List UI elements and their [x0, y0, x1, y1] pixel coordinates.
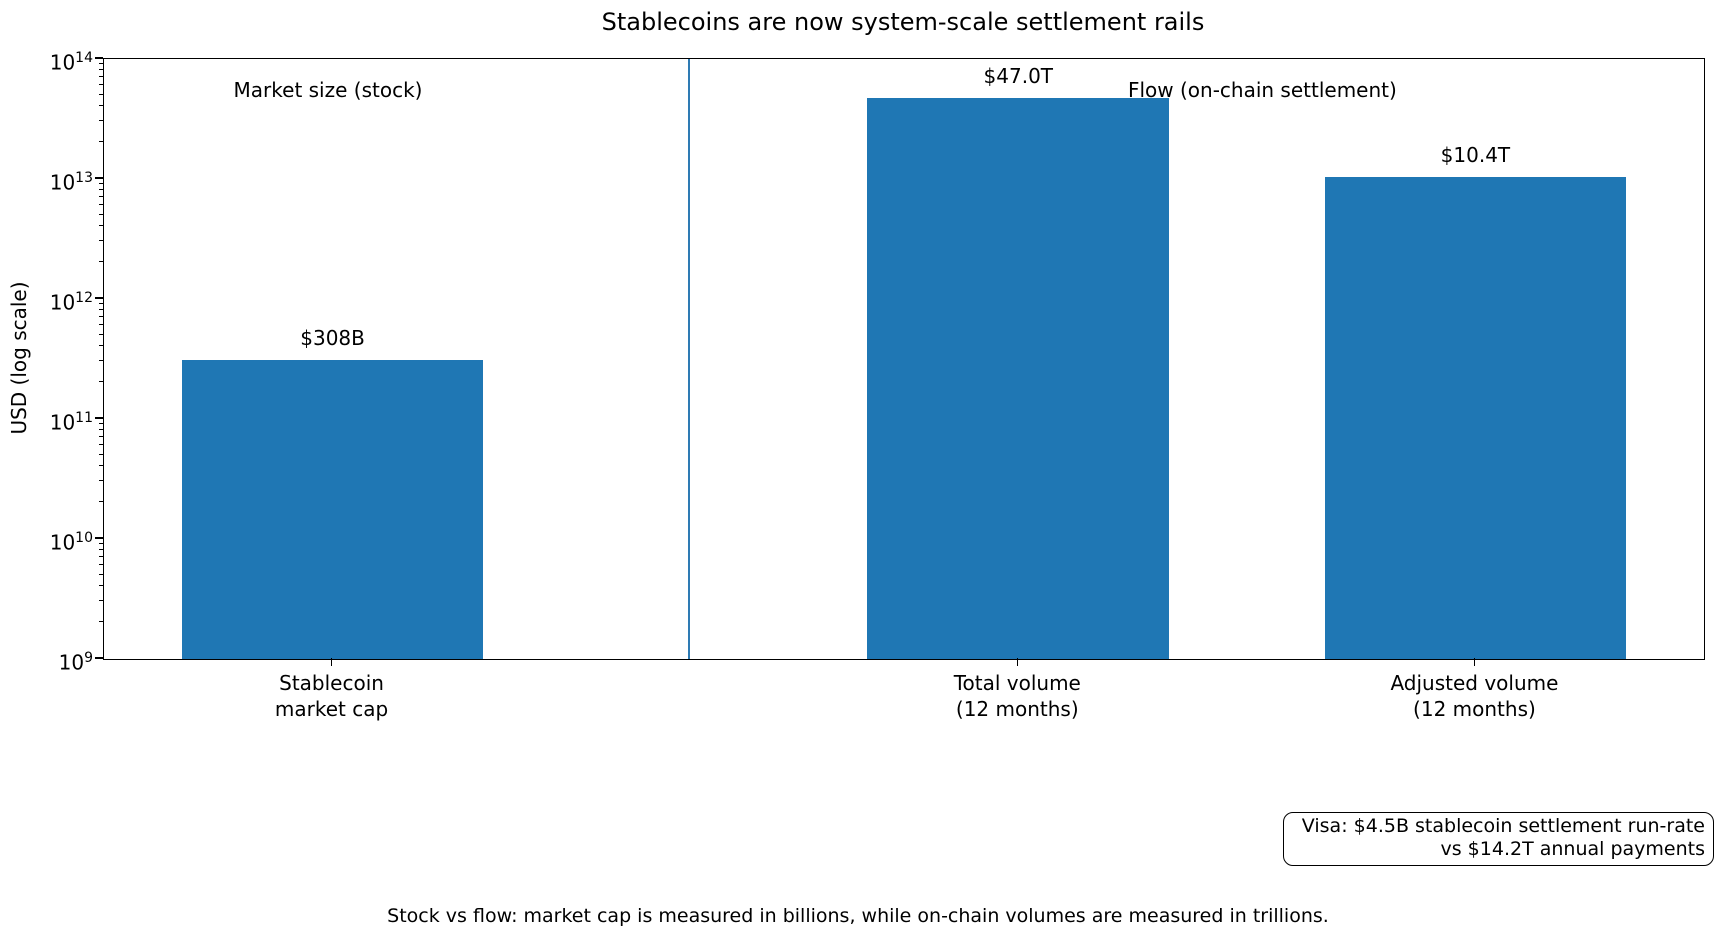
visa-comparison-annotation: Visa: $4.5B stablecoin settlement run-ra…	[1283, 812, 1714, 866]
y-minor-tick-mark	[98, 213, 103, 215]
x-tick-mark	[1473, 658, 1476, 666]
y-minor-tick-mark	[98, 501, 103, 503]
y-minor-tick-mark	[98, 345, 103, 347]
stock-flow-divider-line	[687, 59, 691, 659]
y-minor-tick-mark	[98, 204, 103, 206]
x-tick-label-line: (12 months)	[955, 697, 1079, 721]
y-minor-tick-mark	[98, 453, 103, 455]
y-tick-label: 1012	[49, 290, 93, 315]
section-label-2: Flow (on-chain settlement)	[1127, 78, 1397, 102]
bar-1	[181, 360, 484, 659]
y-minor-tick-mark	[98, 333, 103, 335]
x-tick-label-line: Total volume	[953, 671, 1081, 695]
y-minor-tick-mark	[98, 621, 103, 623]
y-minor-tick-mark	[98, 422, 103, 424]
y-minor-tick-mark	[98, 429, 103, 431]
chart-title: Stablecoins are now system-scale settlem…	[601, 8, 1205, 36]
y-minor-tick-mark	[98, 444, 103, 446]
y-minor-tick-mark	[98, 189, 103, 191]
figure-caption: Stock vs flow: market cap is measured in…	[387, 905, 1329, 927]
y-minor-tick-mark	[98, 360, 103, 362]
y-minor-tick-mark	[98, 105, 103, 107]
y-minor-tick-mark	[98, 141, 103, 143]
annotation-line-1: Visa: $4.5B stablecoin settlement run-ra…	[1301, 815, 1705, 837]
x-tick-mark	[330, 658, 333, 666]
y-minor-tick-mark	[98, 69, 103, 71]
bar-3	[1324, 176, 1627, 659]
x-tick-label-line: market cap	[274, 697, 389, 721]
y-minor-tick-mark	[98, 309, 103, 311]
y-tick-label: 1013	[49, 170, 93, 195]
y-minor-tick-mark	[98, 549, 103, 551]
y-tick-label: 109	[58, 650, 93, 675]
y-minor-tick-mark	[98, 84, 103, 86]
y-minor-tick-mark	[98, 316, 103, 318]
annotation-line-2: vs $14.2T annual payments	[1440, 838, 1706, 860]
y-minor-tick-mark	[98, 600, 103, 602]
y-minor-tick-mark	[98, 93, 103, 95]
bar-value-label: $47.0T	[983, 64, 1054, 89]
y-minor-tick-mark	[98, 480, 103, 482]
bar-2	[867, 98, 1170, 659]
y-minor-tick-mark	[98, 76, 103, 78]
plot-area: $308B $47.0T $10.4T Market size (stock) Flow…	[103, 58, 1705, 660]
y-minor-tick-mark	[98, 182, 103, 184]
x-tick-label: Adjusted volume (12 months)	[1390, 670, 1558, 722]
section-label-1: Market size (stock)	[233, 78, 423, 102]
y-minor-tick-mark	[98, 324, 103, 326]
y-minor-tick-mark	[98, 436, 103, 438]
y-minor-tick-mark	[98, 585, 103, 587]
y-tick-label: 1011	[49, 410, 93, 435]
x-tick-mark	[1016, 658, 1018, 666]
x-tick-label: Total volume (12 months)	[954, 670, 1081, 722]
y-minor-tick-mark	[98, 225, 103, 227]
bar-value-label: $10.4T	[1440, 142, 1511, 167]
y-tick-label: 1014	[49, 50, 93, 75]
y-tick-mark	[95, 537, 103, 539]
x-tick-label-line: Adjusted volume	[1390, 671, 1559, 695]
y-tick-mark	[95, 657, 103, 659]
y-minor-tick-mark	[98, 120, 103, 122]
y-minor-tick-mark	[98, 261, 103, 263]
x-tick-label-line: (12 months)	[1413, 697, 1536, 721]
y-minor-tick-mark	[98, 196, 103, 198]
y-tick-mark	[95, 417, 103, 419]
bar-value-label: $308B	[300, 326, 365, 351]
y-minor-tick-mark	[98, 564, 103, 566]
y-minor-tick-mark	[98, 302, 103, 304]
y-minor-tick-mark	[98, 573, 103, 575]
x-tick-label: Stablecoin market cap	[275, 670, 388, 722]
y-minor-tick-mark	[98, 381, 103, 383]
y-tick-mark	[95, 57, 103, 59]
y-minor-tick-mark	[98, 240, 103, 242]
y-tick-label: 1010	[49, 530, 93, 555]
y-minor-tick-mark	[98, 62, 103, 64]
y-tick-mark	[95, 297, 103, 299]
y-tick-mark	[95, 177, 103, 179]
y-minor-tick-mark	[98, 465, 103, 467]
y-minor-tick-mark	[98, 542, 103, 544]
x-tick-label-line: Stablecoin	[279, 671, 384, 695]
y-minor-tick-mark	[98, 556, 103, 558]
